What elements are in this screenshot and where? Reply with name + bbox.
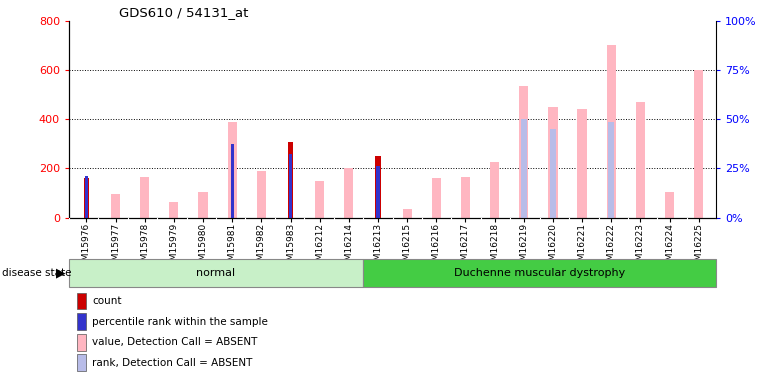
Text: normal: normal — [197, 268, 236, 278]
Bar — [140, 177, 149, 218]
Bar — [375, 156, 381, 218]
Bar — [376, 166, 379, 218]
Bar — [519, 86, 529, 218]
Bar — [403, 209, 412, 218]
Bar — [432, 178, 441, 218]
Bar — [228, 122, 237, 218]
Text: count: count — [92, 296, 122, 306]
Bar — [111, 194, 120, 217]
Bar — [69, 259, 363, 287]
Text: disease state: disease state — [2, 268, 71, 278]
Text: Duchenne muscular dystrophy: Duchenne muscular dystrophy — [454, 268, 625, 278]
Bar — [198, 192, 208, 217]
Text: percentile rank within the sample: percentile rank within the sample — [92, 316, 268, 327]
Text: value, Detection Call = ABSENT: value, Detection Call = ABSENT — [92, 337, 257, 347]
Bar — [490, 162, 499, 218]
Bar — [550, 129, 556, 218]
Bar — [548, 107, 558, 218]
Bar — [315, 181, 324, 218]
Bar — [694, 70, 703, 217]
Bar — [607, 45, 616, 218]
Bar — [231, 144, 234, 218]
Bar — [289, 154, 292, 218]
Bar — [578, 109, 587, 217]
Bar — [85, 176, 88, 217]
Bar — [636, 102, 645, 218]
Text: ▶: ▶ — [56, 267, 66, 279]
Bar — [169, 201, 178, 217]
Bar — [257, 171, 266, 217]
Bar — [665, 192, 674, 217]
Text: rank, Detection Call = ABSENT: rank, Detection Call = ABSENT — [92, 358, 252, 368]
Bar — [521, 119, 526, 218]
Bar — [363, 259, 716, 287]
Bar — [83, 178, 90, 218]
Bar — [288, 142, 293, 218]
Bar — [608, 122, 614, 218]
Bar — [461, 177, 470, 218]
Bar — [344, 168, 353, 217]
Text: GDS610 / 54131_at: GDS610 / 54131_at — [119, 6, 248, 19]
